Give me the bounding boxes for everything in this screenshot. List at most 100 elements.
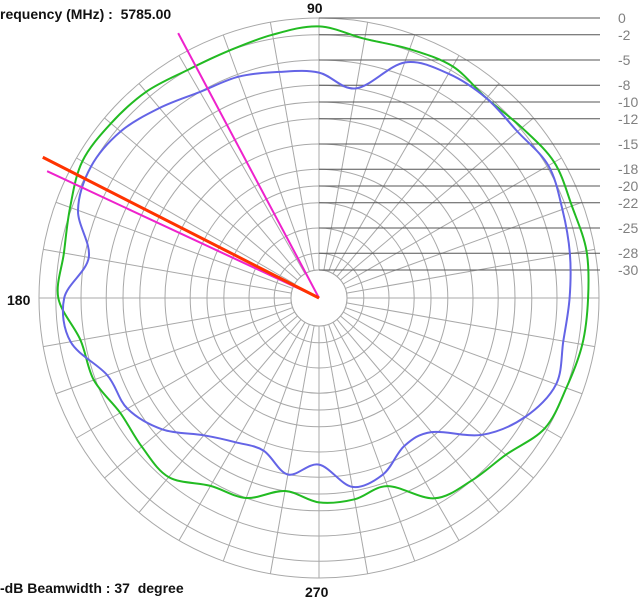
scale-tick-label: -28 [618, 245, 638, 261]
beam-edge-line [177, 32, 320, 299]
grid-spoke [323, 325, 369, 574]
series-point-series_green [69, 206, 71, 209]
beam-lines [42, 32, 320, 300]
series-point-series_blue [63, 297, 65, 299]
grid-spoke [345, 201, 583, 289]
series-point-series_blue [119, 130, 122, 133]
series-point-series_green [353, 498, 356, 501]
grid-spoke [55, 307, 293, 395]
series-point-series_blue [524, 416, 526, 418]
series-point-series_green [505, 454, 507, 456]
series-line-series_blue [61, 61, 572, 489]
series-point-series_blue [382, 473, 385, 476]
series-point-series_blue [237, 75, 240, 78]
grid-spoke [138, 319, 302, 513]
series-point-series_blue [199, 91, 201, 93]
scale-tick-label: -12 [618, 111, 638, 127]
series-point-series_blue [562, 340, 565, 342]
grid-spoke [340, 315, 534, 479]
grid-spoke [55, 201, 293, 289]
series-point-series_green [271, 33, 274, 36]
series-point-series_blue [561, 208, 564, 211]
series-point-series_blue [262, 449, 265, 452]
grid-spoke [328, 34, 416, 272]
series-point-series_green [110, 122, 112, 125]
grid-spoke [178, 321, 306, 541]
series-point-series_green [141, 445, 143, 448]
grid-spoke [336, 83, 500, 277]
scale-tick-label: -5 [618, 52, 631, 68]
series-point-series_blue [355, 87, 357, 90]
grid-spoke [104, 117, 298, 281]
series-point-series_blue [278, 71, 280, 73]
grid-spoke [323, 22, 369, 271]
series-point-series_blue [234, 441, 237, 444]
series-point-series_blue [516, 130, 519, 133]
series-point-series_green [284, 490, 286, 492]
series-point-series_blue [403, 61, 406, 64]
series-point-series_green [587, 297, 589, 299]
grid-spoke [76, 157, 296, 285]
grid-spoke [269, 22, 315, 271]
beamwidth-readout: -dB Beamwidth : 37 degree [0, 580, 184, 596]
scale-tick-label: -8 [618, 77, 631, 93]
angle-label-270: 270 [305, 584, 329, 600]
series-point-series_green [318, 25, 320, 28]
series-point-series_blue [161, 428, 164, 431]
series-point-series_green [318, 501, 320, 504]
series-point-series_green [57, 297, 60, 299]
grid-spoke [340, 117, 534, 281]
series-point-series_green [471, 479, 473, 482]
frequency-label: requency (MHz) : [0, 6, 113, 22]
grid-spoke [336, 319, 500, 513]
series-point-series_green [433, 497, 436, 500]
series-point-series_green [544, 427, 546, 430]
series-point-series_green [63, 252, 65, 254]
series-point-series_blue [318, 463, 320, 466]
series-point-series_blue [403, 445, 406, 447]
series-point-series_blue [287, 473, 289, 476]
series-point-series_blue [90, 165, 92, 168]
series-point-series_green [521, 126, 523, 129]
series-point-series_green [581, 343, 584, 346]
series-point-series_green [93, 379, 95, 381]
scale-tick-label: 0 [618, 10, 626, 26]
beam-edge-line [46, 170, 320, 299]
series-point-series_blue [88, 256, 90, 259]
scale-tick-label: -20 [618, 178, 638, 194]
series-point-series_green [408, 48, 411, 50]
scale-tick-label: -30 [618, 262, 638, 278]
grid-spoke [222, 324, 310, 562]
grid-spoke [345, 307, 583, 395]
series-point-series_green [186, 69, 189, 71]
series-layer [56, 25, 590, 504]
series-point-series_blue [203, 434, 205, 437]
series-point-series_green [119, 412, 121, 414]
grid-spoke [104, 315, 298, 479]
grid-spoke [346, 248, 595, 294]
series-point-series_green [167, 476, 170, 478]
scale-tick-label: -18 [618, 161, 638, 177]
series-point-series_green [79, 339, 82, 341]
grid-spoke [138, 83, 302, 277]
series-point-series_blue [430, 431, 433, 433]
series-point-series_green [571, 205, 573, 207]
grid-spoke [269, 325, 315, 574]
series-point-series_green [553, 161, 555, 163]
grid-spoke [43, 248, 292, 294]
scale-tick-label: -10 [618, 94, 638, 110]
scale-tick-label: -25 [618, 220, 638, 236]
series-point-series_blue [547, 164, 550, 167]
series-point-series_blue [555, 383, 557, 386]
series-point-series_blue [77, 209, 79, 212]
series-point-series_blue [106, 374, 108, 376]
angle-label-180: 180 [7, 292, 31, 308]
series-point-series_blue [318, 71, 320, 74]
grid-spoke [328, 324, 416, 562]
series-point-series_green [451, 65, 454, 68]
series-point-series_green [228, 49, 230, 52]
series-point-series_green [245, 497, 247, 499]
series-point-series_blue [447, 72, 450, 75]
